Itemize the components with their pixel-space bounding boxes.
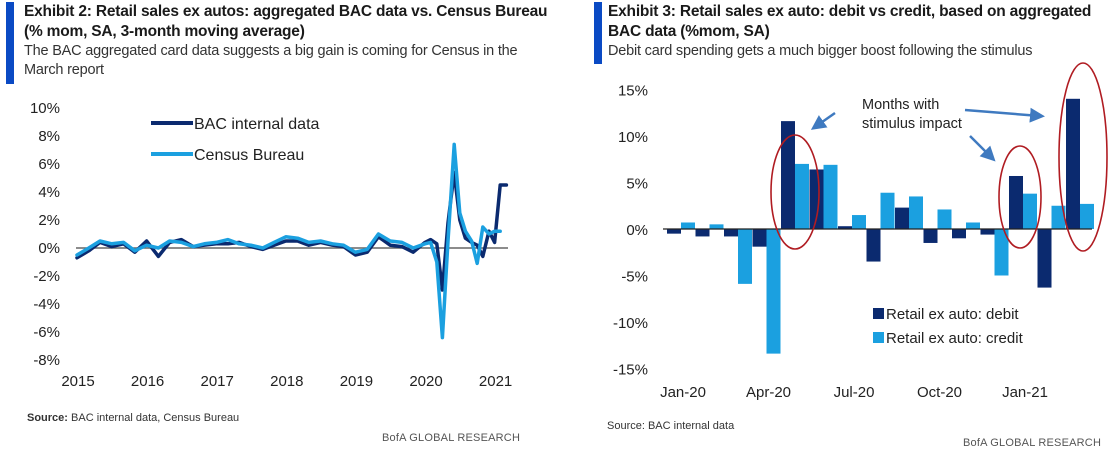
exhibit-2-title: Exhibit 2: Retail sales ex autos: aggreg… bbox=[24, 3, 548, 40]
y-tick-label: 2% bbox=[38, 212, 60, 229]
y-tick-label: 6% bbox=[38, 156, 60, 173]
x-tick-label: 2020 bbox=[409, 373, 442, 390]
x-tick-label: 2016 bbox=[131, 373, 164, 390]
series-line-census bbox=[75, 142, 502, 340]
exhibit-2-source: Source: BAC internal data, Census Bureau bbox=[27, 412, 239, 424]
accent-bar bbox=[594, 2, 602, 64]
exhibit-2-header: Exhibit 2: Retail sales ex autos: aggreg… bbox=[0, 2, 554, 80]
x-tick-label: 2019 bbox=[340, 373, 373, 390]
exhibit-3-source: Source: BAC internal data bbox=[607, 420, 735, 432]
x-tick-label: 2017 bbox=[201, 373, 234, 390]
source-text: BAC internal data, Census Bureau bbox=[67, 412, 240, 424]
exhibit-3-subtitle: Debit card spending gets a much bigger b… bbox=[608, 43, 1033, 59]
y-tick-label: -8% bbox=[33, 352, 60, 369]
source-label: Source: bbox=[27, 412, 68, 424]
x-tick-label: 2018 bbox=[270, 373, 303, 390]
accent-bar bbox=[6, 2, 14, 84]
exhibit-3-panel: Exhibit 3: Retail sales ex auto: debit v… bbox=[566, 0, 1118, 470]
y-tick-label: 4% bbox=[38, 184, 60, 201]
x-tick-label: 2015 bbox=[61, 373, 94, 390]
legend-label: Census Bureau bbox=[194, 147, 304, 164]
y-tick-label: 10% bbox=[30, 100, 60, 117]
exhibit-3-title: Exhibit 3: Retail sales ex auto: debit v… bbox=[608, 3, 1092, 40]
y-tick-label: -2% bbox=[33, 268, 60, 285]
y-tick-label: -4% bbox=[33, 296, 60, 313]
line-chart: 10% 8% 6% 4% 2% 0% -2% -4% -6% -8%2015 2016 2017 201… bbox=[30, 100, 512, 390]
y-tick-label: -6% bbox=[33, 324, 60, 341]
exhibit-3-header: Exhibit 3: Retail sales ex auto: debit v… bbox=[566, 2, 1108, 61]
series-line-bac bbox=[75, 170, 509, 292]
y-tick-label: 8% bbox=[38, 128, 60, 145]
legend-label: BAC internal data bbox=[194, 116, 320, 133]
exhibit-2-subtitle: The BAC aggregated card data suggests a … bbox=[24, 43, 518, 78]
x-tick-label: 2021 bbox=[479, 373, 512, 390]
exhibit-2-brand: BofA GLOBAL RESEARCH bbox=[382, 432, 521, 444]
exhibit-2-panel: Exhibit 2: Retail sales ex autos: aggreg… bbox=[0, 0, 556, 470]
exhibit-3-brand: BofA GLOBAL RESEARCH bbox=[963, 437, 1102, 449]
y-tick-label: 0% bbox=[38, 240, 60, 257]
